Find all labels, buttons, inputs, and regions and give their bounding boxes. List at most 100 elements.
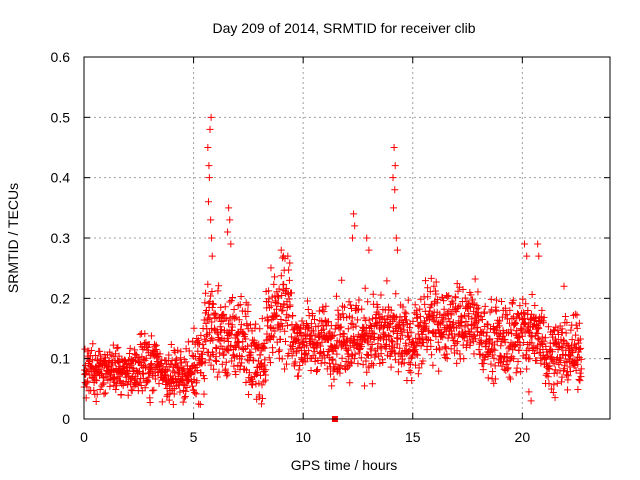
data-point (158, 398, 166, 406)
data-point (453, 280, 461, 288)
data-point (574, 385, 582, 393)
data-point (528, 290, 536, 298)
data-point (460, 311, 468, 319)
data-point (402, 310, 410, 318)
data-point (259, 394, 267, 402)
data-point (402, 342, 410, 350)
data-point (303, 342, 311, 350)
data-point (109, 375, 117, 383)
data-point (422, 277, 430, 285)
data-point (354, 360, 362, 368)
data-point (345, 298, 353, 306)
data-point (550, 359, 558, 367)
data-point (516, 302, 524, 310)
data-point (484, 374, 492, 382)
data-point (357, 354, 365, 362)
data-point (246, 321, 254, 329)
data-point (275, 293, 283, 301)
data-point (320, 308, 328, 316)
data-point (369, 329, 377, 337)
data-point (217, 303, 225, 311)
data-point (247, 349, 255, 357)
data-point (141, 330, 149, 338)
data-point (90, 386, 98, 394)
data-point (330, 331, 338, 339)
data-point (344, 325, 352, 333)
data-point (242, 379, 250, 387)
data-point (571, 310, 579, 318)
data-point (89, 340, 97, 348)
data-point (560, 282, 568, 290)
data-point (371, 353, 379, 361)
data-point (245, 391, 253, 399)
data-point (223, 334, 231, 342)
data-point (416, 305, 424, 313)
data-point (456, 302, 464, 310)
data-point (477, 336, 485, 344)
data-point (195, 400, 203, 408)
data-point (141, 384, 149, 392)
data-point (468, 315, 476, 323)
data-point (350, 355, 358, 363)
data-point (271, 273, 279, 281)
data-point (320, 352, 328, 360)
data-point (229, 351, 237, 359)
data-point (520, 338, 528, 346)
data-point (207, 361, 215, 369)
data-point (202, 319, 210, 327)
data-point (477, 313, 485, 321)
data-point (524, 306, 532, 314)
data-point (313, 366, 321, 374)
data-point (557, 378, 565, 386)
data-point (114, 367, 122, 375)
data-point (237, 292, 245, 300)
data-point (208, 252, 216, 260)
data-point (275, 285, 283, 293)
data-point (568, 336, 576, 344)
data-point (496, 359, 504, 367)
data-point (396, 335, 404, 343)
data-point (260, 378, 268, 386)
data-point (194, 347, 202, 355)
data-point (138, 387, 146, 395)
data-point (284, 252, 292, 260)
data-point (398, 331, 406, 339)
data-point (454, 338, 462, 346)
data-point (267, 302, 275, 310)
data-point (304, 323, 312, 331)
data-point (355, 296, 363, 304)
data-point (465, 302, 473, 310)
data-point (535, 324, 543, 332)
data-point (439, 294, 447, 302)
data-point (148, 387, 156, 395)
data-point (509, 296, 517, 304)
data-point (286, 259, 294, 267)
data-point (330, 375, 338, 383)
data-point (351, 222, 359, 230)
data-point (560, 367, 568, 375)
data-point (424, 284, 432, 292)
data-point (208, 234, 216, 242)
data-point (414, 370, 422, 378)
data-point (201, 359, 209, 367)
data-point (224, 228, 232, 236)
data-point (441, 354, 449, 362)
data-point (417, 318, 425, 326)
data-point (368, 359, 376, 367)
data-point (463, 341, 471, 349)
data-point (152, 341, 160, 349)
data-point (333, 350, 341, 358)
data-point (276, 346, 284, 354)
data-point (380, 315, 388, 323)
data-point (531, 302, 539, 310)
data-point (176, 388, 184, 396)
data-point (554, 326, 562, 334)
data-point (368, 380, 376, 388)
data-point (576, 335, 584, 343)
data-point (574, 360, 582, 368)
data-point (236, 301, 244, 309)
data-point (365, 316, 373, 324)
data-point (506, 319, 514, 327)
data-point (451, 332, 459, 340)
